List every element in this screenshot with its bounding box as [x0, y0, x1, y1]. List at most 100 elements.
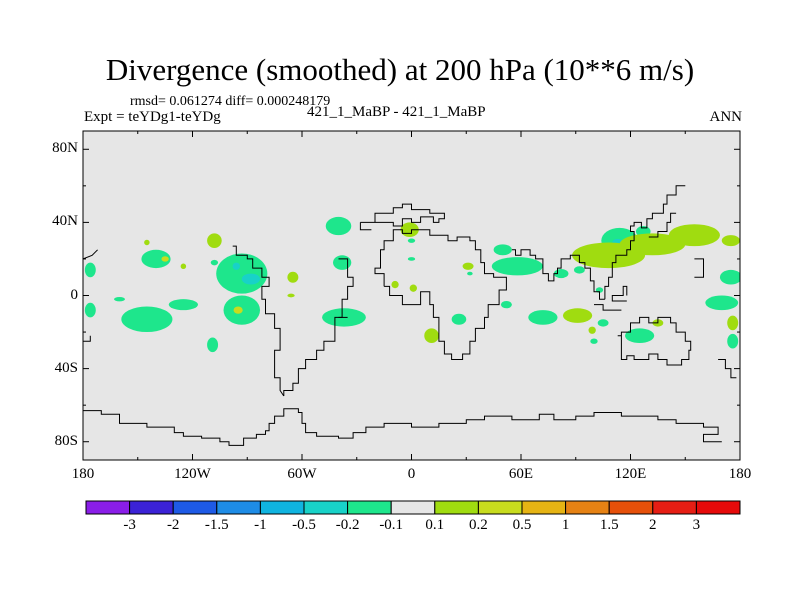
contour-region — [241, 273, 261, 285]
colorbar-swatch — [652, 500, 697, 515]
colorbar-swatch — [521, 500, 567, 515]
colorbar-swatch — [477, 500, 523, 515]
x-tick-label: 180 — [71, 466, 95, 482]
colorbar-label: 1.5 — [599, 517, 619, 533]
colorbar-label: -0.1 — [379, 517, 404, 533]
contour-region — [668, 224, 720, 247]
case-label: 421_1_MaBP - 421_1_MaBP — [307, 104, 486, 120]
colorbar-label: 1 — [561, 517, 570, 533]
colorbar-label: 0.2 — [469, 517, 488, 533]
coastline — [694, 258, 704, 278]
contour-region — [528, 310, 558, 325]
contour-region — [451, 313, 467, 325]
coastlines — [83, 185, 737, 446]
colorbar-label: -2 — [166, 517, 180, 533]
contour-region — [588, 326, 596, 334]
contour-region — [562, 308, 593, 323]
colorbar-label: -1.5 — [204, 517, 229, 533]
colorbar-label: 2 — [649, 517, 657, 533]
colorbar-swatch — [172, 500, 218, 515]
contour-region — [287, 293, 295, 298]
colorbar-label: -1 — [254, 517, 267, 533]
contour-region — [114, 296, 125, 302]
y-tick-label: 80N — [52, 140, 78, 157]
x-tick-label: 120W — [174, 466, 211, 482]
colorbar-swatch — [216, 500, 261, 515]
colorbar-swatch — [129, 500, 174, 515]
chart-title: Divergence (smoothed) at 200 hPa (10**6 … — [105, 52, 695, 87]
contour-region — [721, 235, 740, 247]
contour-region — [144, 239, 150, 246]
coastline — [232, 245, 285, 397]
colorbar-swatch — [390, 500, 436, 515]
contour-region — [727, 333, 739, 349]
coastline — [604, 185, 686, 300]
contour-region — [325, 216, 352, 236]
x-tick-label: 60E — [508, 466, 534, 482]
contour-region — [216, 253, 268, 294]
contour-region — [84, 262, 96, 278]
coastline — [83, 249, 98, 260]
contour-region — [407, 238, 416, 243]
coastline — [83, 408, 722, 446]
contour-region — [333, 255, 352, 270]
colorbar-label: 0.5 — [512, 517, 532, 533]
contour-region — [287, 271, 299, 283]
contour-region — [467, 271, 473, 276]
colorbar-label: 0.1 — [425, 517, 445, 533]
coastline — [360, 203, 445, 227]
colorbar-label: -0.2 — [335, 517, 360, 533]
contour-region — [207, 337, 219, 353]
contour-region — [493, 244, 512, 256]
colorbar-swatch — [85, 500, 131, 515]
contour-region — [491, 257, 543, 276]
contour-region — [168, 299, 198, 311]
colorbar-swatch — [695, 500, 741, 515]
contour-region — [121, 306, 173, 333]
colorbar-swatch — [347, 500, 392, 515]
y-tick-label: 40N — [52, 213, 78, 230]
colorbar-swatch — [434, 500, 479, 515]
contour-region — [462, 262, 474, 270]
colorbar-swatch — [259, 500, 305, 515]
coastline — [648, 212, 677, 238]
axis-ticks — [82, 131, 741, 460]
rmsd-diff-stats: rmsd= 0.061274 diff= 0.000248179 — [130, 94, 331, 109]
colorbar-swatch — [608, 500, 654, 515]
x-tick-label: 60W — [287, 466, 317, 482]
contour-region — [705, 295, 739, 311]
coastline — [283, 258, 354, 396]
contour-region — [232, 262, 240, 270]
colorbar-label: -3 — [123, 517, 136, 533]
x-tick-label: 120E — [614, 466, 647, 482]
contour-region — [719, 269, 740, 285]
colorbar-label: 3 — [692, 517, 701, 533]
coastline — [617, 316, 692, 366]
colorbar — [85, 500, 741, 515]
colorbar-swatch — [303, 500, 349, 515]
coastline — [718, 359, 737, 379]
contour-region — [180, 263, 187, 269]
contour-region — [625, 328, 655, 344]
contour-region — [424, 328, 439, 344]
season-label: ANN — [709, 109, 743, 125]
coastline — [374, 229, 507, 360]
x-tick-label: 180 — [728, 466, 752, 482]
coastline — [83, 335, 91, 342]
coastline — [594, 304, 622, 311]
contour-region — [233, 306, 243, 314]
colorbar-label: -0.5 — [292, 517, 316, 533]
contour-region — [597, 319, 609, 327]
y-tick-label: 80S — [54, 432, 78, 449]
colorbar-swatch — [565, 500, 610, 515]
contour-region — [210, 259, 219, 266]
contour-region — [590, 338, 598, 344]
contour-region — [500, 300, 512, 309]
coastline — [611, 285, 628, 302]
y-tick-label: 40S — [54, 359, 78, 376]
contour-region — [141, 249, 171, 269]
experiment-label: Expt = teYDg1-teYDg — [84, 109, 221, 125]
plot-background — [83, 131, 740, 460]
contour-region — [727, 315, 739, 331]
